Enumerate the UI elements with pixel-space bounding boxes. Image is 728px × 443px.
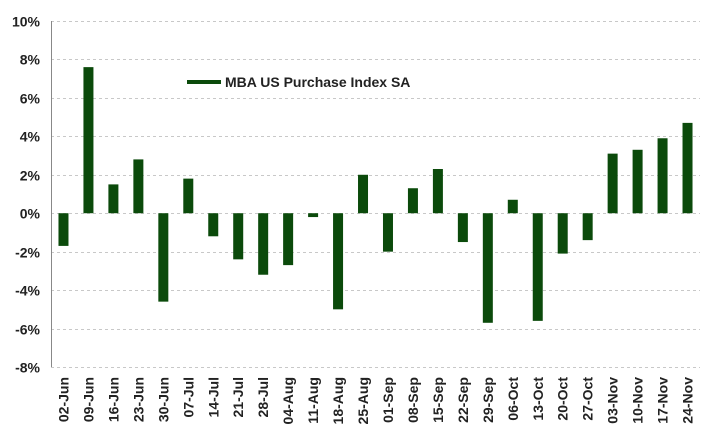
y-tick-label: 0% [20,206,41,222]
bar [58,213,69,246]
bar [308,213,319,218]
bar [133,159,144,214]
x-tick-label: 21-Jul [230,377,246,417]
legend-label: MBA US Purchase Index SA [225,74,410,90]
x-tick-label: 14-Jul [205,377,221,417]
x-tick-label: 16-Jun [105,377,121,422]
x-tick-label: 29-Sep [480,377,496,423]
bar [233,213,244,260]
bar [682,122,693,214]
bar [432,169,443,214]
bar [582,213,593,241]
x-tick-label: 10-Nov [630,377,646,424]
bar [382,213,393,252]
x-tick-label: 23-Jun [130,377,146,422]
x-tick-label: 09-Jun [80,377,96,422]
bar [183,178,194,214]
x-tick-label: 20-Oct [555,377,571,421]
y-tick-label: 2% [20,168,41,184]
bar [557,213,568,254]
y-tick-label: -6% [15,322,40,338]
bar [83,67,94,214]
bar [632,149,643,214]
bar [482,213,493,323]
bar [333,213,344,310]
x-tick-label: 24-Nov [680,377,696,424]
bar [657,138,668,214]
bar [532,213,543,321]
y-tick-label: -4% [15,283,40,299]
x-tick-label: 01-Sep [380,377,396,423]
x-tick-label: 30-Jun [155,377,171,422]
bar [208,213,219,237]
x-tick-label: 08-Sep [405,377,421,423]
bar [258,213,269,275]
legend: MBA US Purchase Index SA [187,74,410,90]
x-tick-label: 17-Nov [655,377,671,424]
x-tick-label: 07-Jul [180,377,196,417]
bar [158,213,169,302]
x-tick-label: 27-Oct [580,377,596,421]
bar [457,213,468,243]
bar [407,188,418,214]
x-tick-label: 18-Aug [330,377,346,424]
y-tick-label: -2% [15,245,40,261]
y-tick-label: -8% [15,360,40,376]
x-tick-label: 03-Nov [605,377,621,424]
bar [607,153,618,214]
x-tick-label: 22-Sep [455,377,471,423]
x-tick-label: 02-Jun [55,377,71,422]
bars [58,67,693,323]
x-tick-label: 25-Aug [355,377,371,424]
x-tick-label: 04-Aug [280,377,296,424]
bar [507,199,518,214]
x-tick-label: 28-Jul [255,377,271,417]
y-tick-label: 6% [20,91,41,107]
bar [108,184,119,214]
y-tick-label: 10% [12,14,41,30]
x-tick-label: 06-Oct [505,377,521,421]
x-tick-label: 13-Oct [530,377,546,421]
bar [283,213,294,266]
y-axis: -8% -6% -4% -2% 0% 2% 4% 6% 8% 10% [12,14,52,376]
x-axis: 02-Jun 09-Jun 16-Jun 23-Jun 30-Jun 07-Jul 14-J… [55,377,695,425]
y-tick-label: 8% [20,52,41,68]
y-tick-label: 4% [20,129,41,145]
bar [358,174,369,214]
x-tick-label: 15-Sep [430,377,446,423]
x-tick-label: 11-Aug [305,377,321,424]
